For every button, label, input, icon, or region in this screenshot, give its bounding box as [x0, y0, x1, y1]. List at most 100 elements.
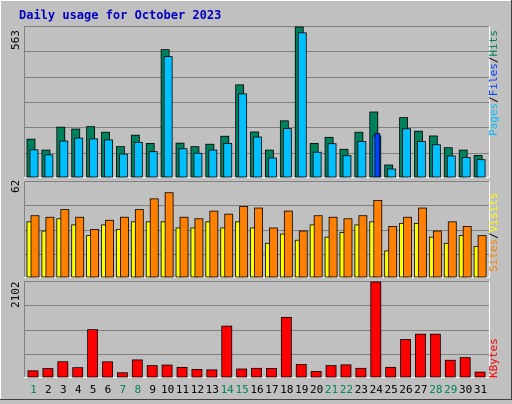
sites-bar	[328, 216, 338, 278]
kbytes-ymax-label: 2102	[9, 282, 22, 309]
sites-bar	[149, 198, 159, 278]
day-label: 24	[370, 383, 384, 396]
files-bar	[163, 56, 173, 178]
kbytes-bar	[236, 368, 248, 378]
files-bar	[342, 155, 352, 178]
day-label: 11	[176, 383, 189, 396]
files-bar	[178, 148, 188, 178]
files-bar	[357, 141, 367, 178]
day-label: 9	[149, 383, 156, 396]
kbytes-bar	[355, 367, 367, 378]
kbytes-bar	[176, 366, 188, 378]
files-bar	[119, 153, 128, 178]
legend-files: Files	[487, 63, 500, 96]
sites-bar	[105, 219, 114, 278]
kbytes-bar	[474, 371, 486, 378]
sites-bar	[269, 227, 278, 278]
day-label: 10	[161, 383, 174, 396]
legend-pages: Pages	[487, 103, 500, 136]
kbytes-bar	[400, 339, 411, 378]
day-label: 25	[385, 383, 398, 396]
sites-bar	[164, 192, 174, 278]
kbytes-bar	[161, 364, 173, 378]
day-label: 16	[250, 383, 263, 396]
day-label: 19	[295, 383, 308, 396]
files-bar	[104, 139, 113, 178]
files-bar	[44, 154, 54, 178]
kbytes-bar	[131, 359, 143, 378]
kbytes-bar	[295, 364, 307, 378]
day-label: 31	[474, 383, 487, 396]
visits-side-legend: Sites/Visits	[487, 193, 500, 273]
sites-bar	[403, 216, 412, 278]
kbytes-bar	[266, 368, 277, 378]
kbytes-bar	[42, 368, 54, 378]
day-label: 26	[399, 383, 412, 396]
day-label: 5	[90, 383, 97, 396]
visits-ymax-label: 62	[9, 180, 22, 193]
files-bar	[148, 151, 158, 178]
legend-sep-2: /	[487, 57, 500, 64]
files-bar	[312, 151, 322, 178]
sites-bar	[75, 216, 85, 278]
kbytes-bar	[385, 366, 397, 378]
hits-side-legend: Pages/Files/Hits	[487, 30, 500, 136]
day-label: 18	[280, 383, 293, 396]
kbytes-bar	[191, 369, 203, 378]
kbytes-bar	[251, 367, 262, 378]
sites-bar	[462, 226, 472, 278]
files-bar	[29, 149, 39, 178]
day-label: 6	[105, 383, 112, 396]
sites-bar	[30, 215, 40, 278]
day-label: 14	[221, 383, 235, 396]
sites-bar	[447, 221, 457, 278]
kbytes-bar	[72, 367, 84, 378]
day-label: 23	[355, 383, 368, 396]
day-label: 1	[30, 383, 37, 396]
kbytes-bar	[27, 370, 39, 378]
day-label: 3	[60, 383, 67, 396]
kbytes-bar	[87, 329, 99, 378]
day-label: 30	[459, 383, 472, 396]
files-bar	[59, 140, 69, 178]
bar-marks	[26, 26, 487, 378]
files-bar	[387, 168, 397, 178]
files-bar	[193, 152, 203, 178]
files-bar	[238, 93, 248, 178]
kbytes-bar	[206, 369, 218, 378]
day-label: 20	[310, 383, 323, 396]
files-bar	[74, 137, 84, 178]
sites-bar	[134, 209, 144, 278]
sites-bar	[432, 230, 442, 278]
day-label: 13	[206, 383, 219, 396]
sites-bar	[209, 210, 219, 278]
day-label: 21	[325, 383, 338, 396]
pages-bar	[374, 133, 381, 178]
files-bar	[431, 144, 441, 178]
kbytes-bar	[429, 333, 441, 378]
files-bar	[268, 157, 277, 178]
kbytes-bar	[221, 325, 233, 378]
files-bar	[297, 32, 307, 178]
kbytes-panel	[24, 281, 490, 378]
files-bar	[446, 155, 456, 178]
sites-bar	[313, 215, 323, 278]
sites-bar	[90, 229, 100, 278]
day-label: 28	[429, 383, 442, 396]
kbytes-bar	[310, 371, 322, 378]
hits-ymax-label: 563	[9, 30, 22, 50]
sites-bar	[194, 218, 204, 278]
sites-bar	[120, 216, 129, 278]
sites-bar	[283, 210, 293, 278]
kbytes-bar	[280, 316, 292, 378]
sites-bar	[60, 209, 70, 278]
sites-bar	[388, 226, 398, 278]
day-label: 27	[414, 383, 427, 396]
sites-bar	[45, 216, 55, 278]
sites-bar	[298, 230, 308, 278]
sites-bar	[373, 199, 383, 278]
day-label: 2	[45, 383, 52, 396]
kbytes-plot-area	[24, 281, 490, 378]
